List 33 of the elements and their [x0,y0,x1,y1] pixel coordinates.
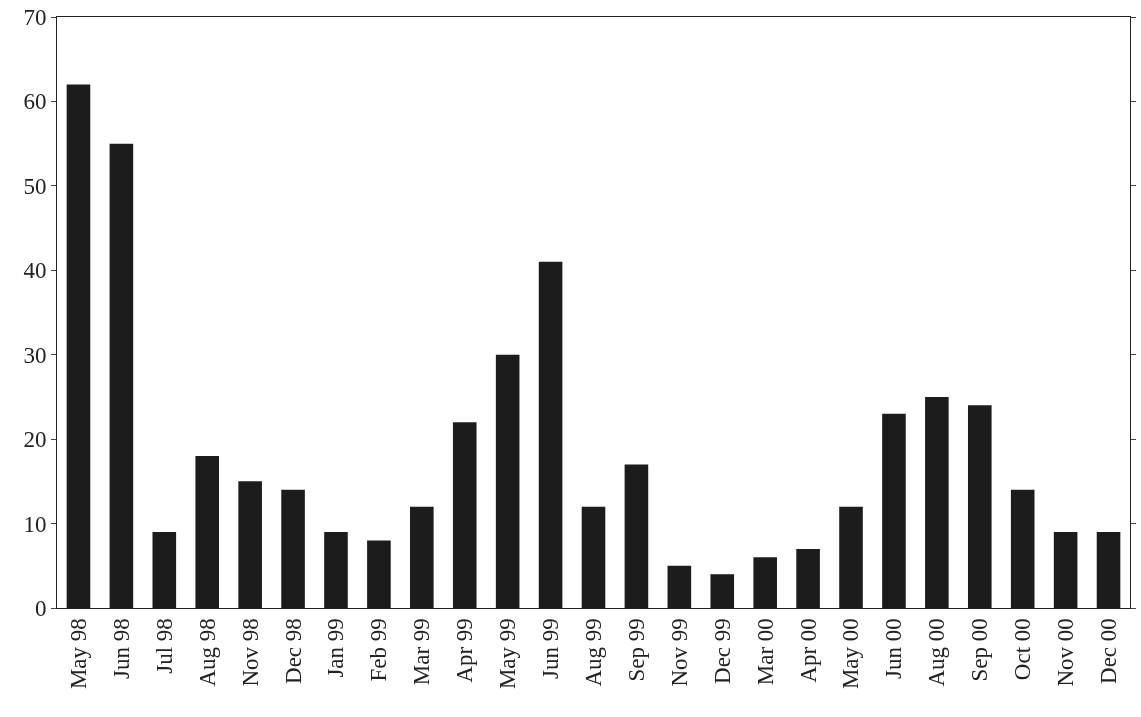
x-tick-label: Sep 99 [623,618,649,682]
x-tick-label: Mar 00 [752,618,778,686]
x-tick-label: Mar 99 [409,618,435,686]
x-tick-label: May 99 [495,618,521,690]
x-tick-label: Nov 00 [1053,618,1079,687]
y-tick-label: 70 [23,5,47,31]
x-tick-label: Dec 98 [280,618,306,684]
x-tick-label: Jun 98 [108,618,134,679]
x-tick-label: Aug 99 [580,618,606,687]
x-tick-label: Jan 99 [323,618,349,678]
x-tick-label: Jul 98 [151,618,177,674]
y-tick-label: 0 [34,596,47,622]
x-tick-label: Nov 98 [237,618,263,687]
x-tick-label: Oct 00 [1010,618,1036,681]
x-tick-label: Nov 99 [666,618,692,687]
x-tick-label: Dec 00 [1096,618,1122,684]
x-tick-label: Sep 00 [967,618,993,682]
x-tick-label: Apr 00 [795,618,821,683]
x-tick-label: Aug 00 [924,618,950,687]
x-tick-label: May 00 [838,618,864,690]
y-tick-label: 60 [23,89,47,115]
x-tick-label: Jun 00 [881,618,907,679]
x-tick-label: Apr 99 [452,618,478,683]
y-tick-label: 10 [23,511,47,537]
x-tick-label: Dec 99 [709,618,735,684]
x-tick-label: May 98 [65,618,91,690]
x-tick-label: Aug 98 [194,618,220,687]
y-tick-label: 50 [23,173,47,199]
y-tick-label: 20 [23,427,47,453]
x-tick-label: Feb 99 [366,618,392,682]
y-tick-label: 40 [23,258,47,284]
x-tick-label: Jun 99 [538,618,564,679]
y-tick-label: 30 [23,342,47,368]
